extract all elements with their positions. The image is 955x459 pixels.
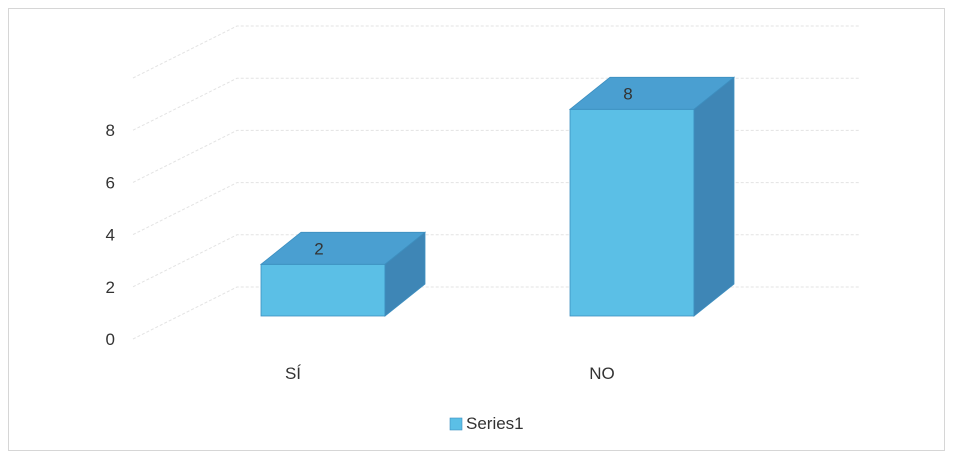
chart-plot: 0 2 4 6 8 2 SÍ 8 NO Series1 <box>106 25 859 433</box>
legend-swatch <box>449 417 463 431</box>
y-tick-label: 0 <box>106 330 115 349</box>
bar-front-face <box>569 108 695 317</box>
bars: 2 SÍ 8 NO <box>259 76 736 383</box>
gridline <box>132 234 859 288</box>
gridline <box>132 286 859 340</box>
y-tick-label: 8 <box>106 121 115 140</box>
bar: 8 <box>568 76 736 317</box>
gridline <box>132 77 859 131</box>
y-tick-label: 6 <box>106 173 115 192</box>
gridline <box>132 25 859 79</box>
gridline <box>132 182 859 236</box>
bar-front-face <box>260 263 386 317</box>
data-label: 2 <box>314 239 323 258</box>
legend-label: Series1 <box>466 414 524 433</box>
legend: Series1 <box>449 414 524 433</box>
category-label: NO <box>589 364 615 383</box>
category-label: SÍ <box>285 364 301 383</box>
gridline <box>132 129 859 183</box>
bar: 2 <box>259 231 427 317</box>
chart-frame: 0 2 4 6 8 2 SÍ 8 NO Series1 <box>8 8 945 451</box>
data-label: 8 <box>623 84 632 103</box>
bar-side-face <box>384 231 426 317</box>
y-tick-label: 2 <box>106 278 115 297</box>
gridlines <box>132 25 859 340</box>
y-tick-label: 4 <box>106 226 115 245</box>
bar-side-face <box>693 76 735 317</box>
y-axis-ticks: 0 2 4 6 8 <box>106 121 115 349</box>
